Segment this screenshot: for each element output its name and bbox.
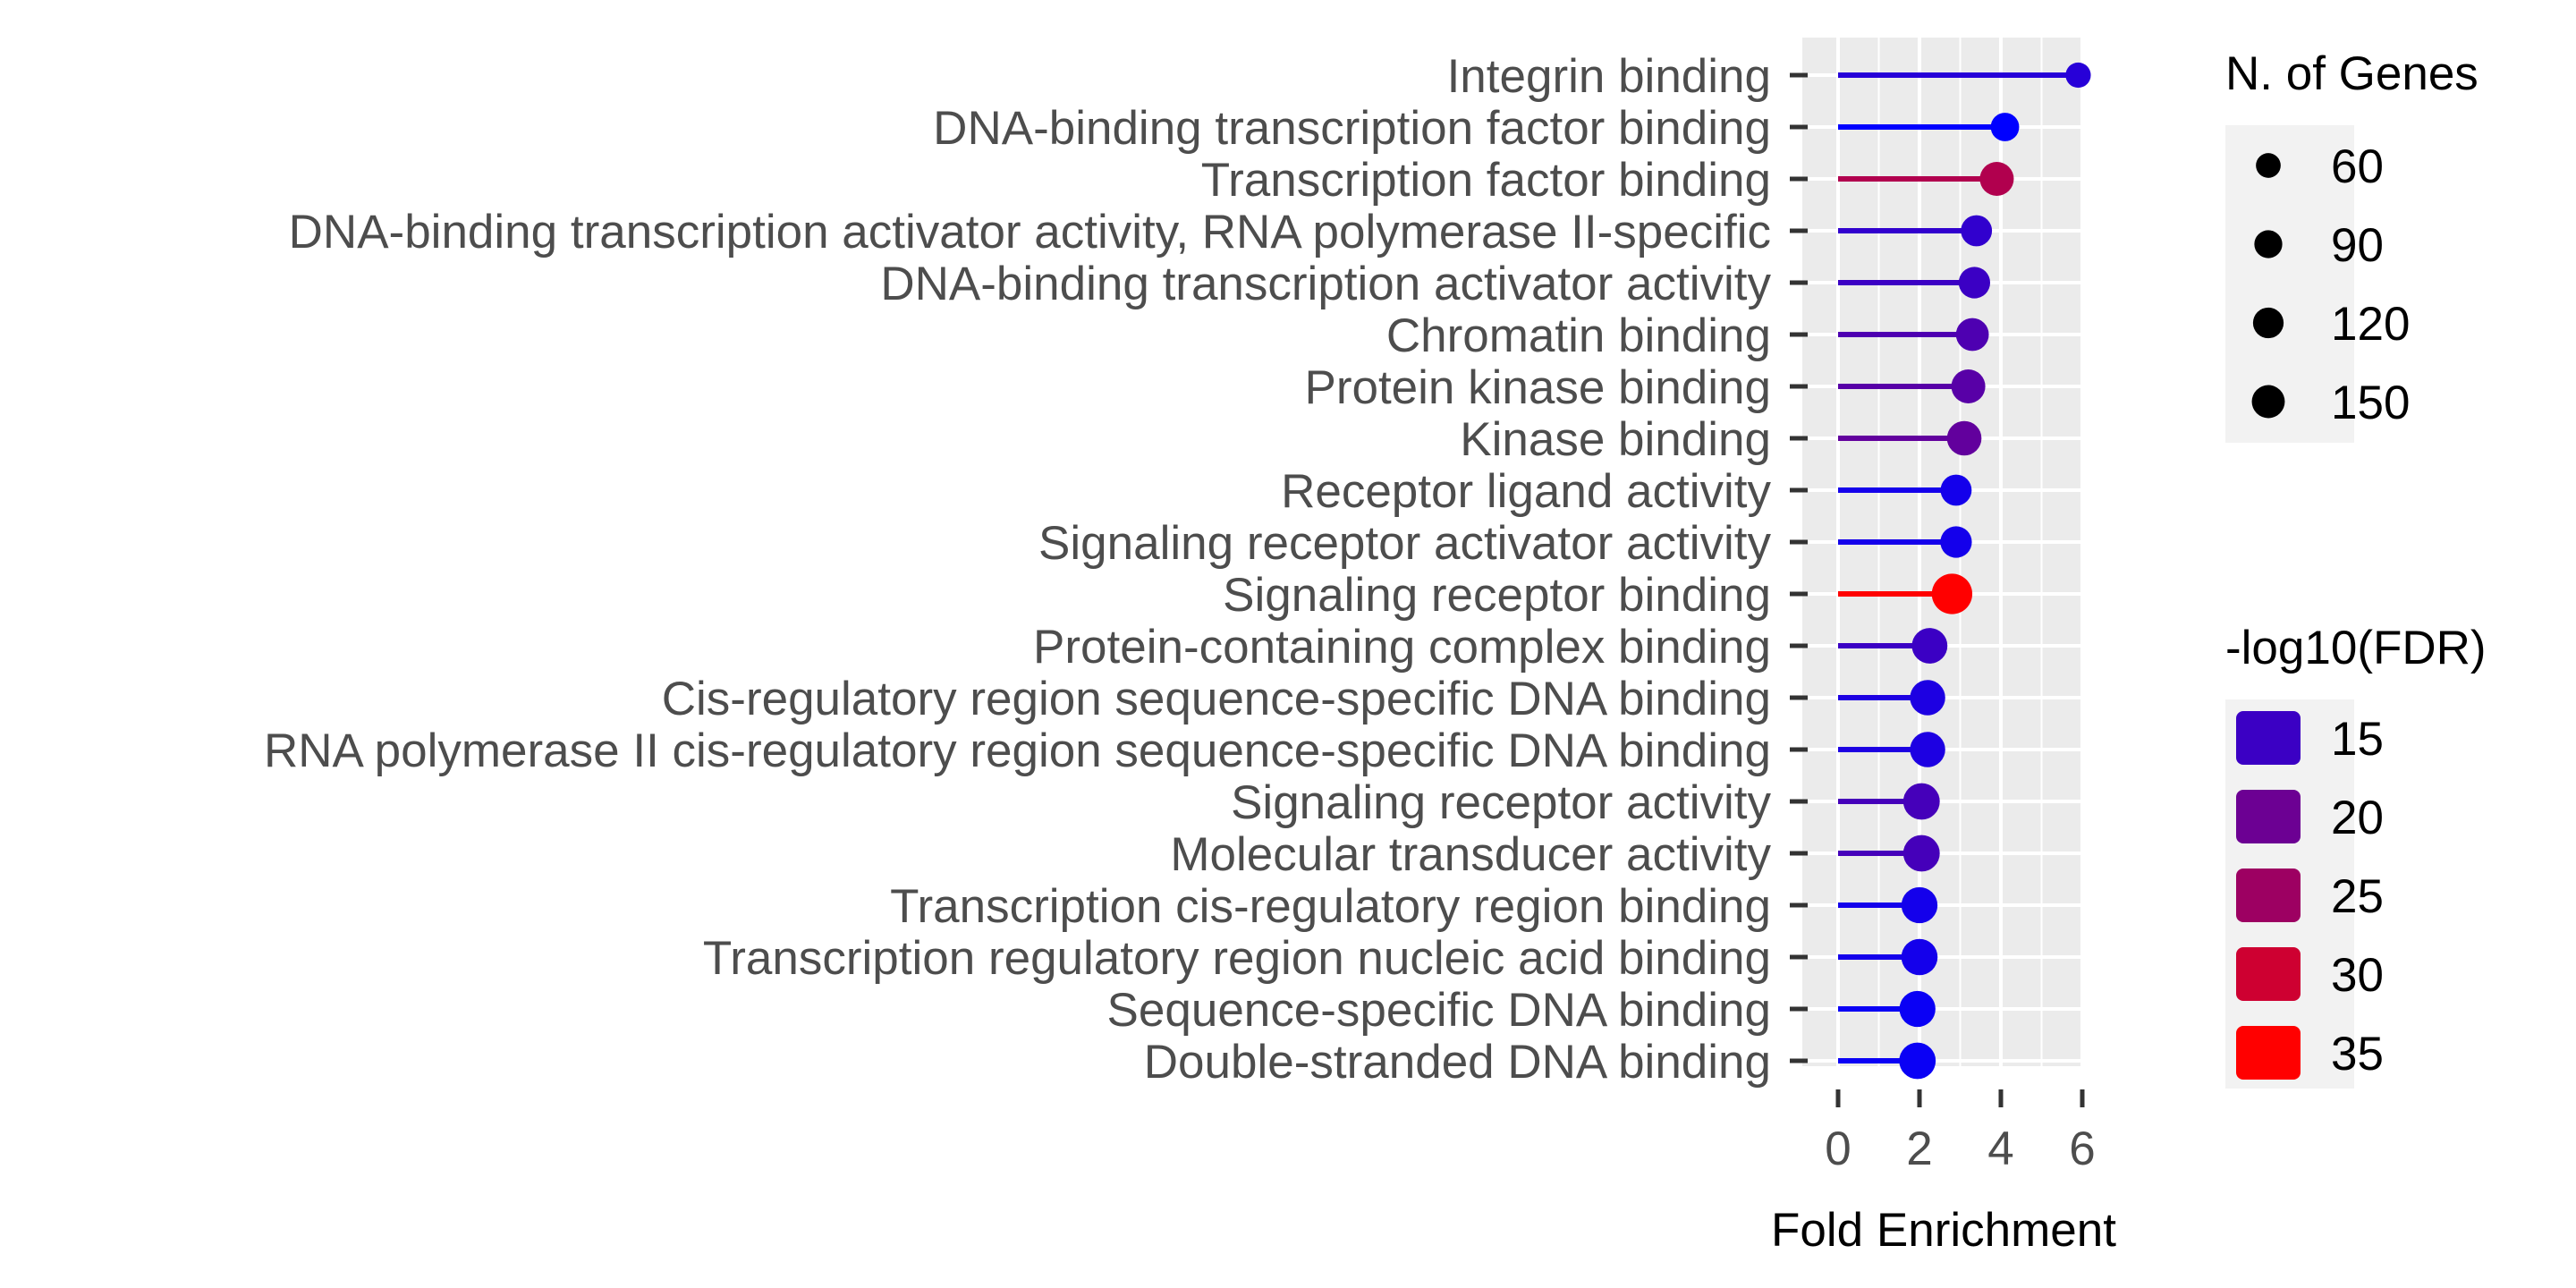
size-legend-label: 60 <box>2331 140 2384 193</box>
size-legend-key <box>2251 385 2285 419</box>
size-legend-items: 60 90 120 150 <box>2251 140 2410 429</box>
lollipop-dots <box>1899 62 2091 1080</box>
size-legend-label: 150 <box>2331 377 2410 429</box>
color-legend-key <box>2236 790 2301 843</box>
dot <box>1931 573 1973 614</box>
axis-ticks <box>1790 72 2085 1107</box>
dot <box>1899 1042 1936 1080</box>
color-legend-label: 35 <box>2331 1028 2384 1080</box>
color-legend-items: 15 20 25 30 35 <box>2236 711 2384 1080</box>
category-label: Protein kinase binding <box>1304 361 1771 414</box>
dot <box>1955 318 1989 352</box>
category-label: Kinase binding <box>1460 413 1771 466</box>
dot <box>1979 162 2014 196</box>
size-legend-key <box>2252 307 2284 339</box>
color-legend-key <box>2236 711 2301 765</box>
category-label: Transcription cis-regulatory region bind… <box>890 880 1771 933</box>
category-label: Molecular transducer activity <box>1170 828 1771 881</box>
plot-panel <box>1802 38 2084 1066</box>
dot <box>1958 267 1991 299</box>
category-label: DNA-binding transcription activator acti… <box>880 258 1771 310</box>
dot <box>1940 526 1972 558</box>
color-legend: -log10(FDR) 15 20 25 30 35 <box>2225 622 2487 1089</box>
category-label: Cis-regulatory region sequence-specific … <box>662 673 1771 725</box>
color-legend-label: 15 <box>2331 713 2384 766</box>
x-tick-labels: 0 2 4 6 <box>1825 1123 2095 1175</box>
x-tick-label: 6 <box>2069 1123 2095 1175</box>
dot <box>1902 783 1940 820</box>
category-label: Protein-containing complex binding <box>1033 621 1771 674</box>
category-label: Signaling receptor activator activity <box>1038 517 1771 570</box>
size-legend-label: 120 <box>2331 298 2410 351</box>
category-label: Transcription regulatory region nucleic … <box>703 932 1771 985</box>
category-label: DNA-binding transcription activator acti… <box>289 206 1771 258</box>
color-legend-label: 30 <box>2331 949 2384 1002</box>
dot <box>2065 62 2091 89</box>
dot <box>1901 886 1938 924</box>
dot <box>1910 732 1945 767</box>
size-legend-title: N. of Genes <box>2225 47 2479 100</box>
dot <box>1902 835 1940 872</box>
category-label: Signaling receptor binding <box>1223 569 1771 622</box>
dot <box>1946 420 1982 456</box>
category-label: Signaling receptor activity <box>1231 776 1771 829</box>
size-legend-key <box>2254 230 2283 258</box>
dot <box>1910 680 1945 716</box>
color-legend-key <box>2236 869 2301 922</box>
dot <box>1899 990 1936 1028</box>
dot <box>1901 938 1938 976</box>
dot <box>1961 215 1993 247</box>
x-tick-label: 0 <box>1825 1123 1851 1175</box>
color-legend-key <box>2236 947 2301 1001</box>
x-tick-label: 4 <box>1987 1123 2013 1175</box>
color-legend-label: 25 <box>2331 870 2384 923</box>
x-tick-label: 2 <box>1906 1123 1932 1175</box>
color-legend-key <box>2236 1026 2301 1080</box>
x-axis-title: Fold Enrichment <box>1771 1204 2116 1257</box>
category-label: Double-stranded DNA binding <box>1144 1036 1771 1089</box>
category-label: RNA polymerase II cis-regulatory region … <box>264 724 1771 777</box>
category-label: Sequence-specific DNA binding <box>1107 984 1771 1037</box>
dot <box>1911 628 1948 664</box>
category-label: Receptor ligand activity <box>1281 465 1771 518</box>
dot <box>1951 369 1986 403</box>
category-label: Transcription factor binding <box>1201 154 1771 207</box>
size-legend: N. of Genes 60 90 120 150 <box>2225 47 2479 443</box>
dot <box>1940 474 1972 506</box>
color-legend-title: -log10(FDR) <box>2225 622 2487 674</box>
category-label: Chromatin binding <box>1386 309 1771 362</box>
size-legend-key-background <box>2225 125 2354 443</box>
category-label: DNA-binding transcription factor binding <box>933 102 1771 155</box>
dot <box>1990 113 2020 141</box>
size-legend-key <box>2256 153 2281 178</box>
size-legend-label: 90 <box>2331 219 2384 272</box>
category-label: Integrin binding <box>1447 50 1771 103</box>
color-legend-label: 20 <box>2331 792 2384 844</box>
